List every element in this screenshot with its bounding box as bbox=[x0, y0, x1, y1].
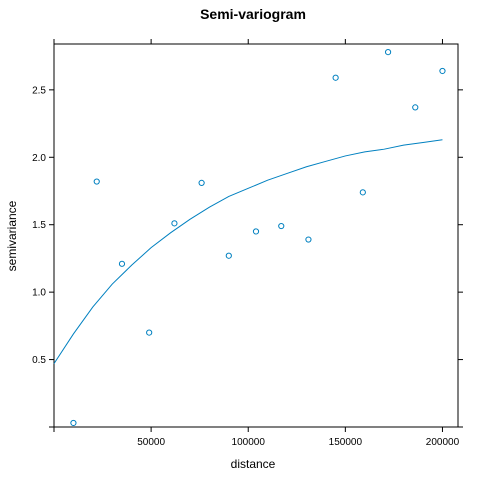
y-axis: 0.5 1.0 1.5 2.0 2.5 bbox=[32, 85, 463, 428]
x-axis: 50000 100000 150000 200000 bbox=[53, 39, 460, 448]
y-tick-label: 2.0 bbox=[32, 153, 46, 164]
x-tick-label: 50000 bbox=[137, 437, 165, 448]
y-tick-label: 1.5 bbox=[32, 220, 46, 231]
variogram-fit-line bbox=[53, 139, 443, 364]
y-tick-label: 1.0 bbox=[32, 288, 46, 299]
data-point bbox=[93, 178, 100, 185]
plot-frame bbox=[53, 43, 459, 428]
data-point bbox=[332, 74, 339, 81]
data-point bbox=[118, 260, 126, 267]
data-point bbox=[412, 104, 419, 111]
y-axis-label: semivariance bbox=[5, 200, 19, 271]
data-point bbox=[439, 67, 446, 75]
x-tick-label: 100000 bbox=[232, 437, 266, 448]
data-point bbox=[252, 228, 260, 235]
data-point bbox=[278, 222, 285, 230]
data-point bbox=[305, 236, 312, 243]
x-axis-label: distance bbox=[231, 457, 276, 471]
x-tick-label: 200000 bbox=[426, 437, 460, 448]
x-tick-label: 150000 bbox=[329, 437, 363, 448]
data-point bbox=[384, 48, 392, 56]
data-point bbox=[171, 220, 178, 227]
y-tick-label: 2.5 bbox=[32, 85, 46, 96]
data-point bbox=[198, 179, 205, 187]
data-point bbox=[146, 329, 153, 336]
data-points bbox=[70, 48, 446, 427]
y-tick-label: 0.5 bbox=[32, 355, 46, 366]
data-point bbox=[359, 189, 366, 196]
data-point bbox=[225, 252, 232, 259]
data-point bbox=[70, 419, 77, 427]
chart-title: Semi-variogram bbox=[200, 6, 306, 22]
